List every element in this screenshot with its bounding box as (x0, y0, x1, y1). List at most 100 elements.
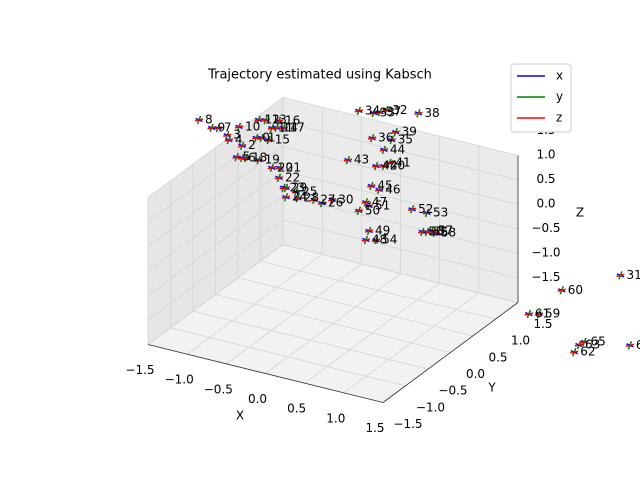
point-label: 22 (285, 170, 300, 184)
pose (524, 309, 534, 319)
point-label: 28 (304, 191, 319, 205)
pose-axis (264, 138, 273, 142)
pose (237, 141, 247, 151)
pose (407, 204, 417, 214)
pose-axis (422, 211, 432, 215)
x-tick-label: 1.0 (326, 411, 345, 425)
pose (364, 226, 374, 236)
y-tick-label: −1.5 (393, 417, 422, 431)
point-label: 45 (377, 178, 392, 192)
point-label: 2 (248, 138, 256, 152)
y-tick-label: 1.5 (533, 317, 552, 331)
pose (371, 235, 381, 245)
y-axis-label: Y (487, 381, 496, 395)
pose-axis (207, 126, 216, 130)
pose-axis (367, 136, 377, 140)
pose (570, 347, 579, 357)
pose-axis (367, 184, 376, 188)
pose (367, 181, 376, 191)
point-label: 50 (365, 203, 380, 217)
pose-axis (524, 312, 534, 316)
point-label: 61 (535, 307, 550, 321)
point-label: 49 (375, 223, 390, 237)
point-label: 31 (626, 268, 640, 282)
point-label: 38 (424, 106, 439, 120)
pose-axis (254, 158, 263, 162)
grid-line (147, 97, 284, 198)
y-tick-label: −1.0 (416, 400, 445, 414)
point-label: 29 (292, 180, 307, 194)
point-label: 46 (385, 182, 400, 196)
point-label: 47 (372, 195, 387, 209)
pose (261, 115, 270, 125)
point-label: 65 (590, 334, 605, 348)
x-tick-label: 0.5 (287, 402, 306, 416)
pose (625, 341, 635, 350)
pose (274, 116, 284, 126)
pose (371, 161, 381, 171)
grid-line (147, 170, 284, 272)
pose-axis (557, 288, 566, 293)
point-label: 21 (286, 160, 301, 174)
pose-axis (580, 340, 589, 344)
point-label: 32 (392, 103, 407, 117)
pose (254, 115, 263, 125)
pose (367, 133, 377, 143)
pose (241, 153, 251, 163)
pose-axis (354, 209, 364, 213)
pose-axis (371, 238, 381, 242)
point-label: 35 (398, 133, 413, 147)
point-label: 37 (386, 105, 401, 119)
point-label: 13 (272, 113, 287, 127)
pose-axis (261, 118, 270, 122)
pose-axis (292, 190, 301, 194)
z-axis-label: Z (576, 206, 584, 220)
pose-axis (317, 201, 327, 205)
pose-axis (237, 144, 247, 148)
point-label: 59 (545, 307, 560, 321)
pose (274, 173, 284, 183)
grid-line (147, 146, 284, 247)
pose (361, 197, 371, 207)
pose-axis (354, 109, 364, 113)
point-label: 14 (283, 120, 298, 134)
pose (387, 135, 396, 145)
pose-axis (254, 118, 263, 122)
x-tick-label: 1.5 (365, 421, 384, 435)
pose (574, 340, 584, 350)
pose (194, 115, 204, 125)
pose-axis (241, 156, 251, 160)
pose (354, 206, 364, 216)
pose (361, 235, 371, 245)
x-axis-line (147, 344, 384, 403)
point-label: 53 (433, 205, 448, 219)
point-label: 8 (205, 112, 213, 126)
point-label: 43 (354, 153, 369, 167)
point-label: 44 (390, 142, 405, 156)
z-tick-label: −1.0 (531, 246, 560, 260)
grid-line (215, 294, 451, 353)
pose (281, 183, 291, 193)
pose-axis (616, 273, 625, 278)
pose (317, 198, 327, 208)
pose-axis (364, 229, 374, 233)
pose-axis (274, 176, 284, 180)
point-label: 62 (580, 345, 595, 359)
z-tick-label: −1.5 (531, 270, 560, 284)
point-label: 9 (218, 120, 226, 134)
point-label: 23 (290, 180, 305, 194)
x-tick-label: 0.0 (248, 392, 267, 406)
pose-axis (281, 195, 291, 199)
pose (343, 155, 353, 165)
point-label: 60 (568, 283, 583, 297)
x-tick-label: −1.0 (165, 373, 194, 387)
pose (207, 123, 216, 133)
grid-line (170, 327, 406, 387)
pose-axis (430, 231, 440, 235)
pose-axis (272, 126, 281, 130)
point-label: 27 (320, 192, 335, 206)
pose-axis (267, 166, 277, 170)
z-tick-label: −0.5 (531, 221, 560, 235)
pose (328, 195, 337, 205)
marks (194, 106, 635, 357)
